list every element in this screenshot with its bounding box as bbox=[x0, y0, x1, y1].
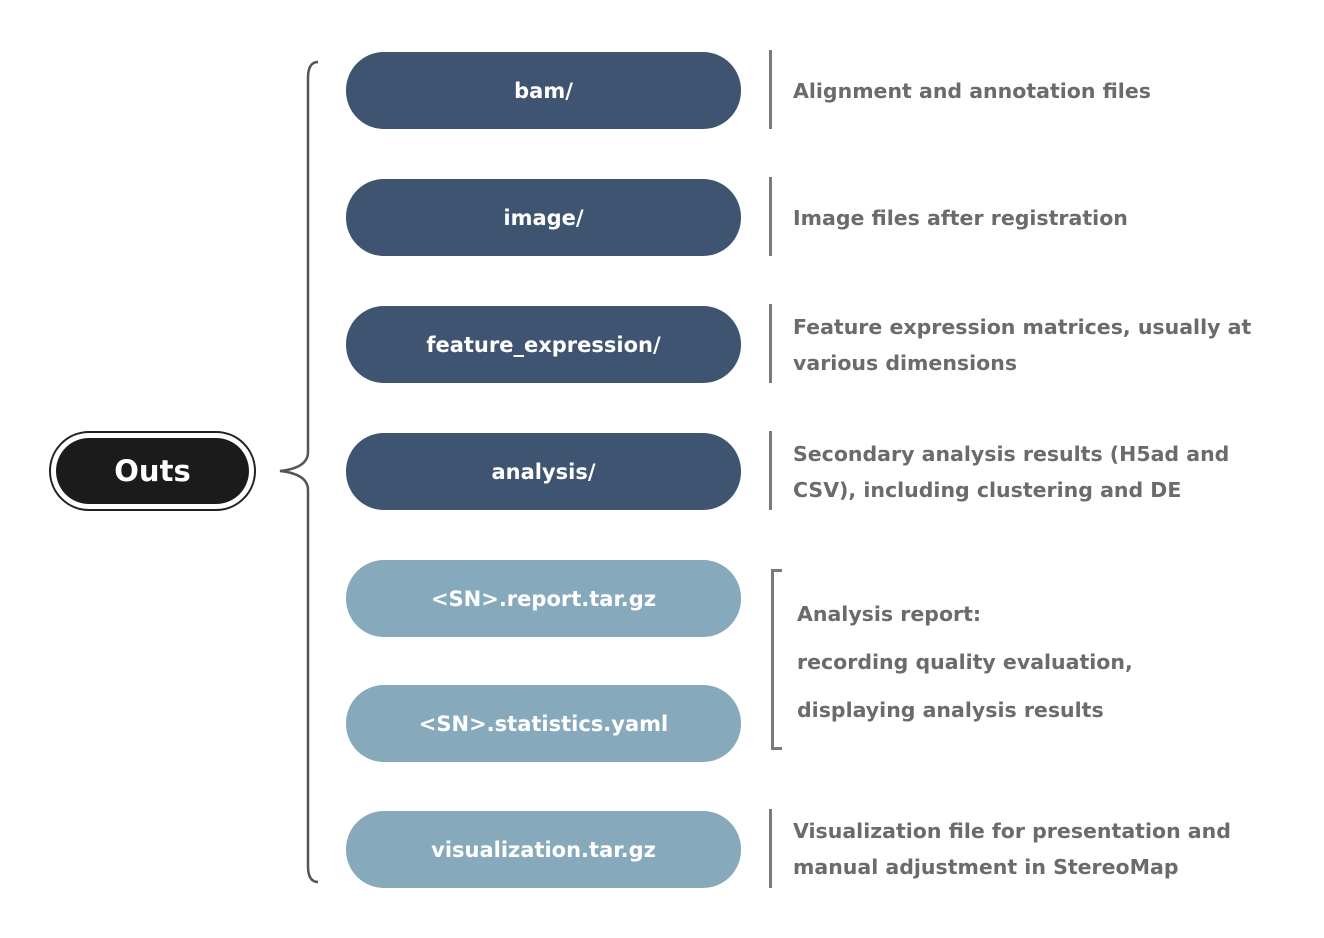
desc-image-line: Image files after registration bbox=[793, 206, 1128, 230]
desc-report: Analysis report: recording quality evalu… bbox=[797, 590, 1297, 734]
divider-visualization bbox=[769, 809, 772, 888]
node-image: image/ bbox=[346, 179, 741, 256]
desc-feature-expression: Feature expression matrices, usually at … bbox=[793, 309, 1293, 381]
desc-image: Image files after registration bbox=[793, 200, 1293, 236]
bracket-report bbox=[771, 569, 782, 750]
node-visualization: visualization.tar.gz bbox=[346, 811, 741, 888]
desc-bam-line: Alignment and annotation files bbox=[793, 79, 1151, 103]
desc-visualization: Visualization file for presentation and … bbox=[793, 813, 1293, 885]
node-bam: bam/ bbox=[346, 52, 741, 129]
desc-report-line: displaying analysis results bbox=[797, 698, 1104, 722]
desc-analysis: Secondary analysis results (H5ad and CSV… bbox=[793, 436, 1293, 508]
desc-visualization-line: manual adjustment in StereoMap bbox=[793, 855, 1179, 879]
node-statistics: <SN>.statistics.yaml bbox=[346, 685, 741, 762]
desc-report-line: Analysis report: bbox=[797, 602, 982, 626]
divider-bam bbox=[769, 50, 772, 129]
desc-analysis-line: CSV), including clustering and DE bbox=[793, 478, 1182, 502]
divider-feature-expression bbox=[769, 304, 772, 383]
node-report: <SN>.report.tar.gz bbox=[346, 560, 741, 637]
desc-feature-expression-line: Feature expression matrices, usually at bbox=[793, 315, 1252, 339]
root-node: Outs bbox=[49, 431, 256, 511]
desc-report-line: recording quality evaluation, bbox=[797, 650, 1133, 674]
node-feature-expression: feature_expression/ bbox=[346, 306, 741, 383]
desc-visualization-line: Visualization file for presentation and bbox=[793, 819, 1231, 843]
divider-image bbox=[769, 177, 772, 256]
desc-feature-expression-line: various dimensions bbox=[793, 351, 1018, 375]
root-node-label: Outs bbox=[56, 438, 249, 504]
node-analysis: analysis/ bbox=[346, 433, 741, 510]
desc-bam: Alignment and annotation files bbox=[793, 73, 1293, 109]
divider-analysis bbox=[769, 431, 772, 510]
desc-analysis-line: Secondary analysis results (H5ad and bbox=[793, 442, 1230, 466]
